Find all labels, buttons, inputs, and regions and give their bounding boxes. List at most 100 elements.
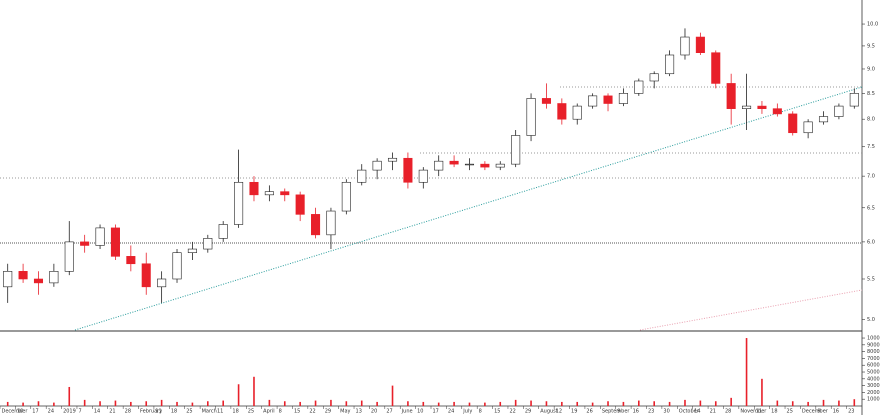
trend-line [639,289,863,331]
x-tick-label: 15 [494,409,500,415]
volume-bar [22,402,24,406]
volume-bar [130,401,132,406]
volume-bar [37,401,40,406]
volume-bar [607,401,609,406]
volume-bar [838,400,840,406]
volume-bar [283,401,286,406]
candle-body [541,98,551,104]
x-tick-label: 9 [617,409,620,415]
volume-bar [791,401,794,406]
x-tick-label: 16 [833,409,839,415]
x-tick-label: December [802,409,829,415]
candle-body [572,105,582,120]
candle-body [588,95,598,107]
candle-body [803,121,813,134]
y2-tick-label: 1000 [867,397,880,403]
x-tick-label: 20 [371,409,377,415]
candle-body [326,210,336,236]
volume-bar [545,401,548,406]
candle-body [649,73,659,82]
volume-bar [176,401,178,406]
volume-bar [484,402,486,406]
x-tick-label: 11 [756,409,762,415]
x-tick-label: 21 [710,409,716,415]
x-tick-label: 2019 [63,409,76,415]
volume-bar [514,399,517,406]
volume-bar [576,401,579,406]
candle-body [387,157,398,162]
volume-bar [330,399,332,406]
candle-body [603,95,613,104]
volume-bar [237,384,240,406]
candle-body [218,224,228,239]
candle-body [526,98,536,136]
x-tick-label: 22 [509,409,515,415]
y2-tick-label: 3000 [867,383,880,389]
x-tick-label: 15 [294,409,300,415]
candle-body [480,163,490,168]
candle-body [711,52,721,84]
plot-area: 5.05.56.06.57.07.58.08.59.09.510.0100020… [0,22,880,415]
x-tick-label: 24 [48,409,54,415]
candle-body [249,181,259,196]
x-tick-label: 11 [155,409,161,415]
x-tick-label: July [462,409,472,415]
volume-bar [730,397,732,406]
x-tick-label: 7 [78,409,81,415]
volume-bar [191,402,194,406]
y2-tick-label: 2000 [867,390,880,396]
x-tick-label: 21 [109,409,115,415]
volume-bar [268,399,271,406]
volume-bar [638,400,640,406]
volume-bar [207,401,209,406]
x-tick-label: 10 [17,409,23,415]
candle-body [511,135,521,165]
volume-bar [822,399,825,406]
candle-body [280,191,290,196]
x-tick-label: 25 [248,409,254,415]
candle-body [126,256,136,265]
x-tick-label: 13 [356,409,362,415]
x-tick-label: October [679,409,700,415]
y2-tick-label: 7000 [867,356,880,362]
y-tick-label: 5.5 [867,276,875,282]
x-tick-label: 10 [417,409,423,415]
x-tick-label: 29 [525,409,531,415]
x-tick-label: 25 [787,409,793,415]
volume-bar [53,402,55,406]
volume-bar [345,401,348,406]
candle-body [834,105,844,117]
volume-bar [653,401,655,406]
volume-bar [314,400,317,406]
volume-bar [160,399,163,406]
x-tick-label: 26 [586,409,592,415]
x-tick-label: 28 [725,409,731,415]
x-tick-label: September [602,409,631,415]
candle-body [141,263,151,288]
candle-body [495,163,505,168]
volume-bar [699,400,702,406]
volume-bar [391,385,394,406]
volume-bar [407,401,409,406]
y-tick-label: 8.0 [867,117,875,123]
volume-bar [6,401,9,406]
candle-body [618,93,628,104]
x-tick-label: 22 [309,409,315,415]
y2-tick-label: 9000 [867,342,880,348]
x-tick-label: 23 [648,409,654,415]
candle-body [3,271,13,288]
volume-bar [530,400,532,406]
candle-body [372,160,382,171]
y2-tick-label: 10000 [867,336,880,342]
volume-bar [360,400,363,406]
x-tick-label: February [140,409,162,415]
x-tick-label: 18 [232,409,238,415]
x-tick-label: 30 [663,409,669,415]
x-tick-label: 28 [125,409,131,415]
x-tick-label: 23 [848,409,854,415]
y-tick-label: 9.0 [867,66,875,72]
candle-body [757,105,767,109]
volume-bar [684,399,686,406]
candle-body [187,248,197,253]
